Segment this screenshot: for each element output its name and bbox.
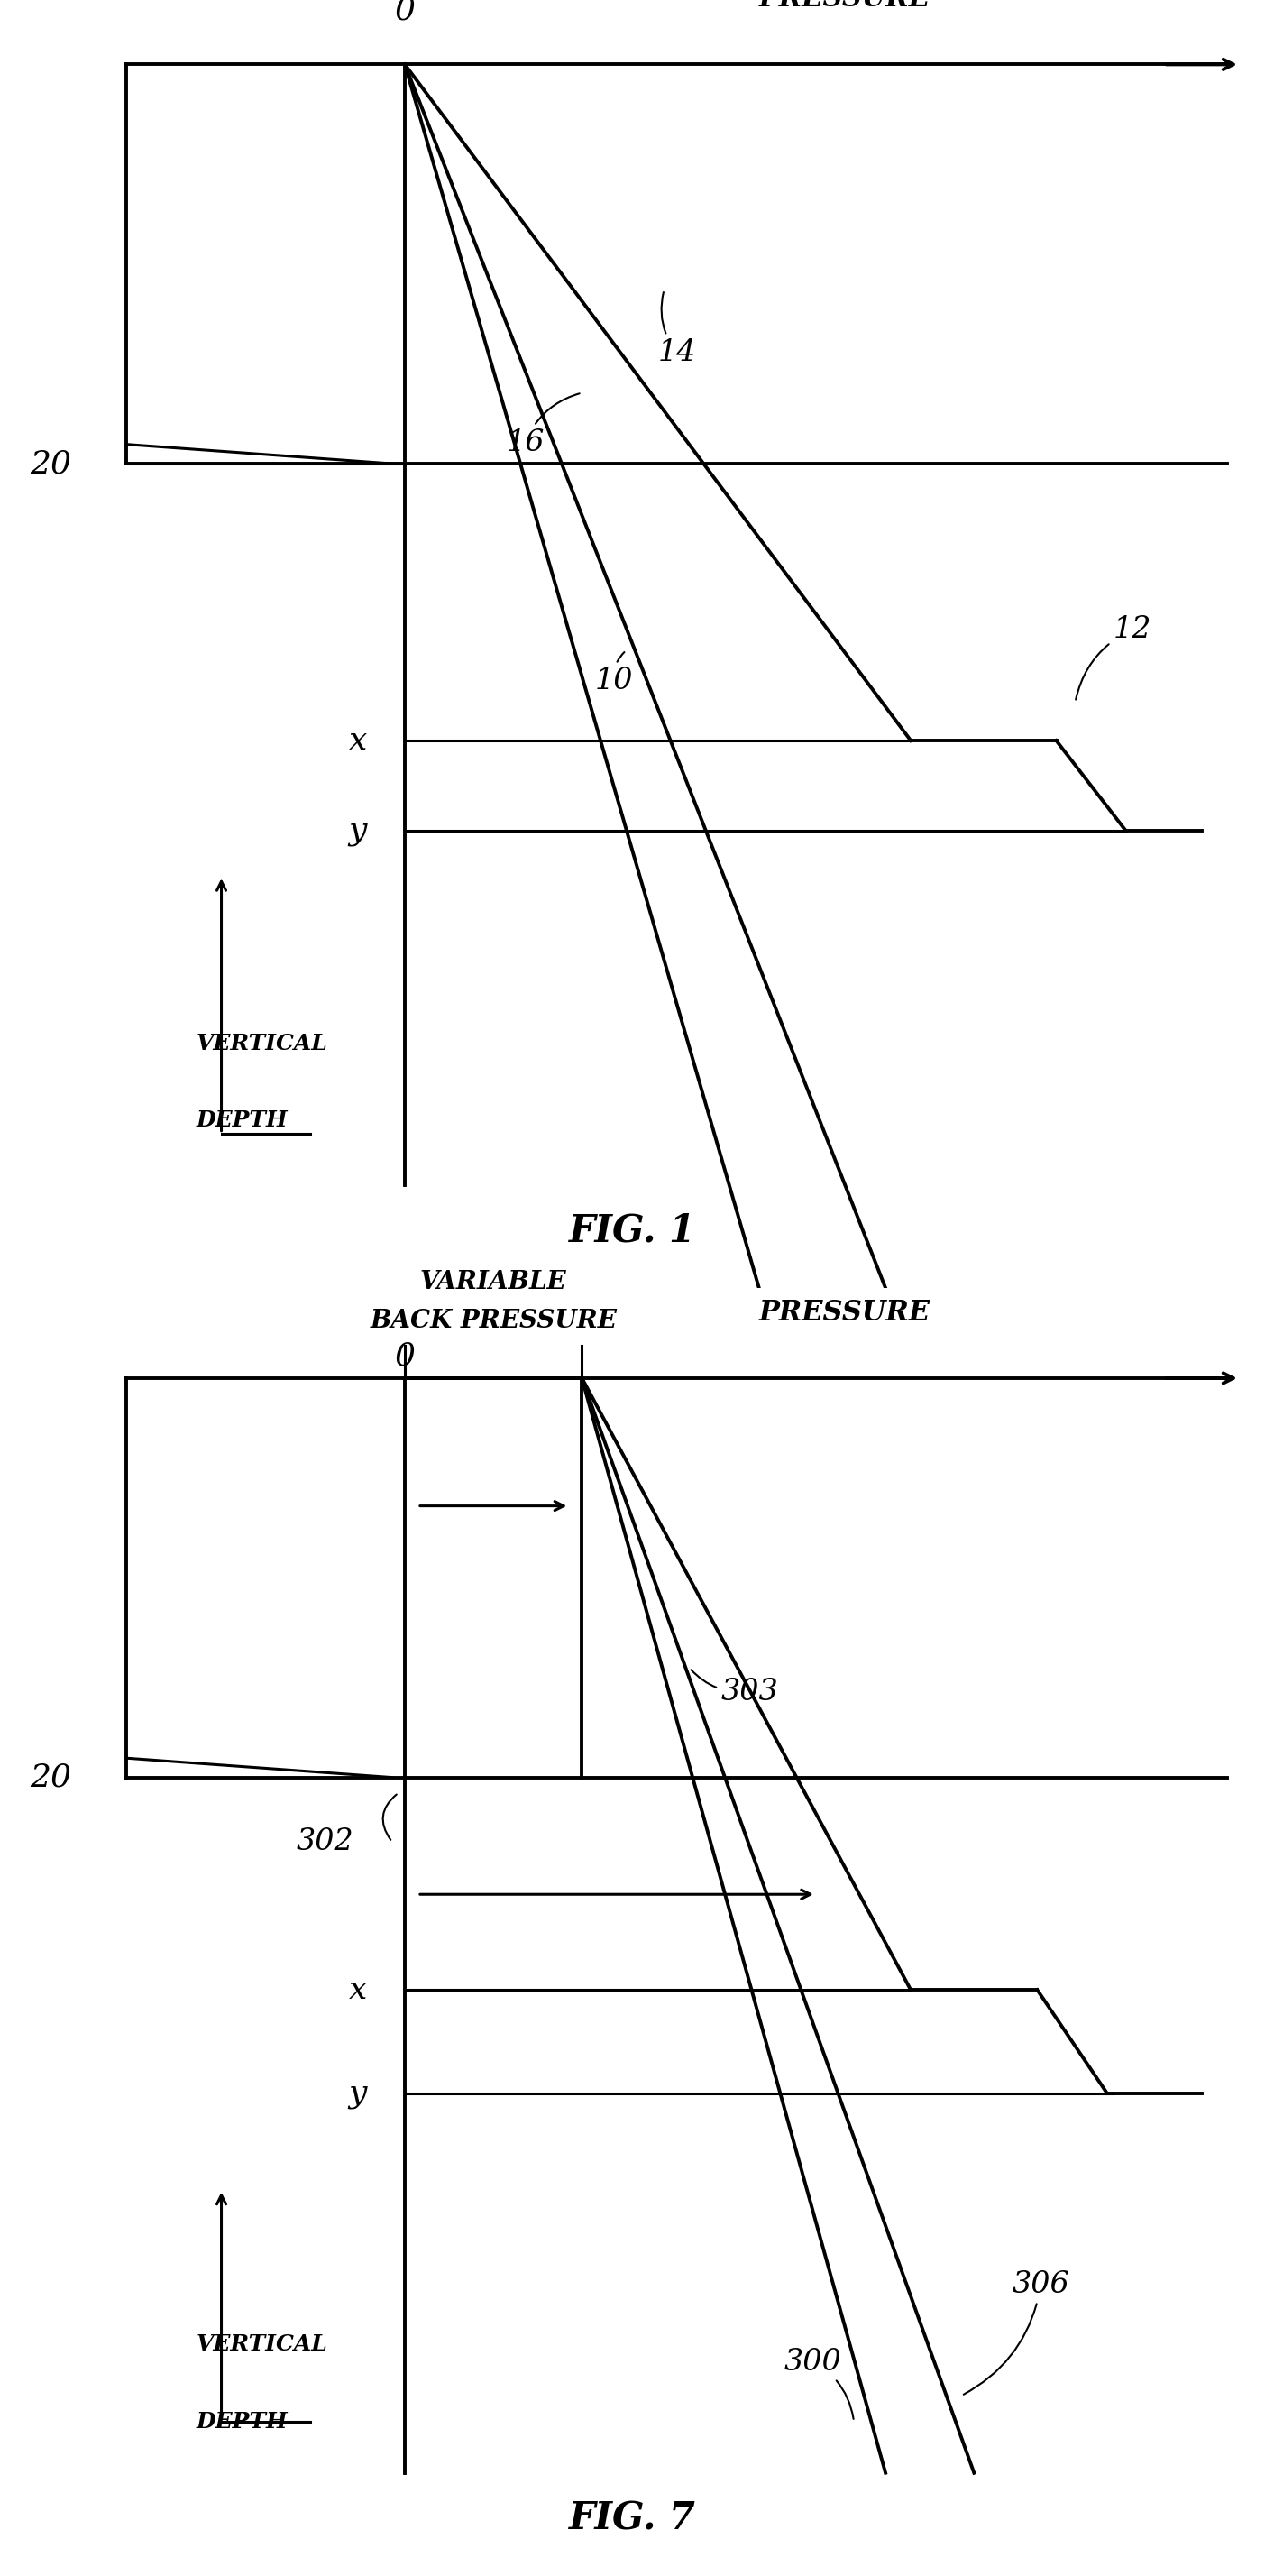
Text: FIG. 1: FIG. 1 (569, 1211, 696, 1249)
Text: PRESSURE: PRESSURE (759, 1298, 931, 1327)
Text: x: x (348, 1976, 367, 2004)
Text: VERTICAL: VERTICAL (196, 1033, 328, 1054)
Text: VARIABLE: VARIABLE (420, 1270, 567, 1296)
Text: BACK PRESSURE: BACK PRESSURE (369, 1309, 617, 1334)
Text: 20: 20 (30, 448, 71, 479)
Text: DEPTH: DEPTH (196, 2411, 287, 2432)
Text: y: y (348, 2079, 367, 2107)
Text: 303: 303 (691, 1669, 778, 1705)
Text: FIG. 7: FIG. 7 (569, 2499, 696, 2537)
Text: 16: 16 (506, 394, 579, 456)
Text: DEPTH: DEPTH (196, 1110, 287, 1131)
Text: 0: 0 (395, 1342, 415, 1370)
Text: 20: 20 (30, 1762, 71, 1793)
Text: x: x (348, 726, 367, 755)
Text: 10: 10 (595, 652, 632, 696)
Text: y: y (348, 817, 367, 845)
Text: VERTICAL: VERTICAL (196, 2334, 328, 2354)
Text: 302: 302 (297, 1826, 354, 1857)
Text: 0: 0 (395, 0, 415, 26)
Text: 306: 306 (964, 2269, 1069, 2396)
Text: PRESSURE: PRESSURE (759, 0, 931, 13)
Text: 12: 12 (1075, 616, 1151, 701)
Text: 300: 300 (784, 2347, 854, 2419)
Text: 14: 14 (658, 291, 696, 366)
